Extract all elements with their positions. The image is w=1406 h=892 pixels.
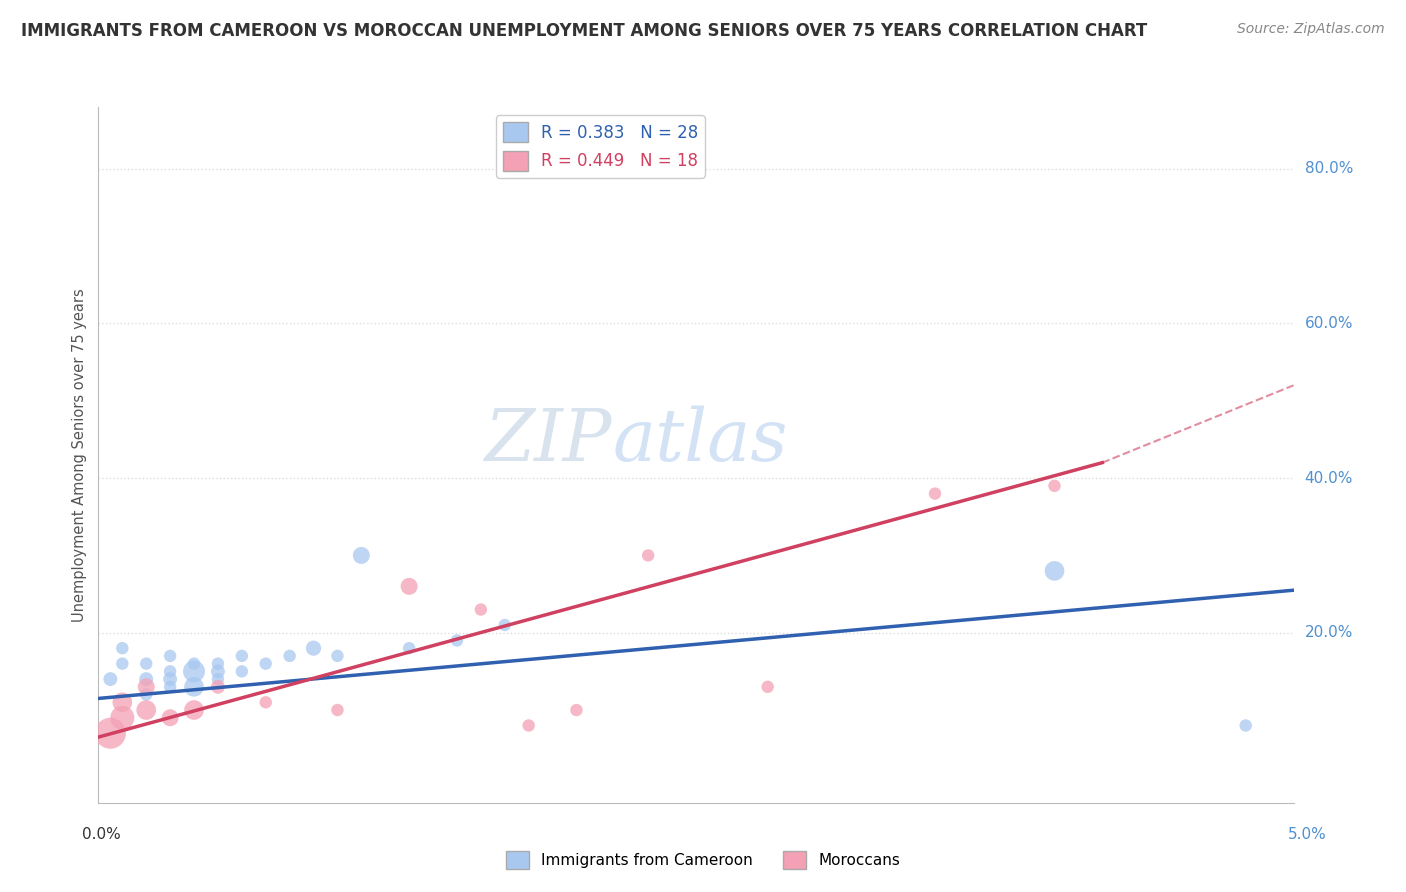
- Point: [494, 618, 516, 632]
- Point: [398, 579, 420, 593]
- Point: [183, 657, 205, 671]
- Point: [231, 665, 253, 679]
- Point: [183, 665, 205, 679]
- Point: [470, 602, 492, 616]
- Point: [159, 680, 181, 694]
- Text: 5.0%: 5.0%: [1288, 827, 1327, 841]
- Point: [637, 549, 659, 563]
- Point: [135, 672, 157, 686]
- Point: [350, 549, 373, 563]
- Point: [111, 641, 134, 656]
- Point: [159, 648, 181, 663]
- Legend: Immigrants from Cameroon, Moroccans: Immigrants from Cameroon, Moroccans: [499, 845, 907, 875]
- Point: [159, 711, 181, 725]
- Point: [446, 633, 468, 648]
- Point: [207, 657, 229, 671]
- Point: [98, 726, 122, 740]
- Point: [924, 486, 946, 500]
- Point: [207, 672, 229, 686]
- Text: Source: ZipAtlas.com: Source: ZipAtlas.com: [1237, 22, 1385, 37]
- Y-axis label: Unemployment Among Seniors over 75 years: Unemployment Among Seniors over 75 years: [72, 288, 87, 622]
- Legend: R = 0.383   N = 28, R = 0.449   N = 18: R = 0.383 N = 28, R = 0.449 N = 18: [496, 115, 704, 178]
- Text: 0.0%: 0.0%: [82, 827, 121, 841]
- Point: [302, 641, 325, 656]
- Point: [207, 665, 229, 679]
- Point: [159, 665, 181, 679]
- Point: [1043, 564, 1066, 578]
- Point: [1234, 718, 1257, 732]
- Point: [183, 703, 205, 717]
- Point: [326, 703, 349, 717]
- Text: 60.0%: 60.0%: [1305, 316, 1353, 331]
- Point: [254, 657, 277, 671]
- Point: [111, 711, 134, 725]
- Point: [183, 680, 205, 694]
- Text: 20.0%: 20.0%: [1305, 625, 1353, 640]
- Point: [756, 680, 779, 694]
- Point: [254, 695, 277, 709]
- Point: [111, 695, 134, 709]
- Point: [398, 641, 420, 656]
- Point: [135, 657, 157, 671]
- Text: atlas: atlas: [612, 406, 787, 476]
- Point: [1043, 479, 1066, 493]
- Point: [159, 672, 181, 686]
- Point: [111, 657, 134, 671]
- Text: ZIP: ZIP: [485, 406, 612, 476]
- Point: [135, 688, 157, 702]
- Point: [135, 680, 157, 694]
- Point: [565, 703, 588, 717]
- Point: [207, 680, 229, 694]
- Point: [278, 648, 301, 663]
- Point: [98, 672, 122, 686]
- Point: [517, 718, 540, 732]
- Point: [231, 648, 253, 663]
- Point: [326, 648, 349, 663]
- Point: [135, 703, 157, 717]
- Text: 80.0%: 80.0%: [1305, 161, 1353, 177]
- Text: 40.0%: 40.0%: [1305, 471, 1353, 485]
- Text: IMMIGRANTS FROM CAMEROON VS MOROCCAN UNEMPLOYMENT AMONG SENIORS OVER 75 YEARS CO: IMMIGRANTS FROM CAMEROON VS MOROCCAN UNE…: [21, 22, 1147, 40]
